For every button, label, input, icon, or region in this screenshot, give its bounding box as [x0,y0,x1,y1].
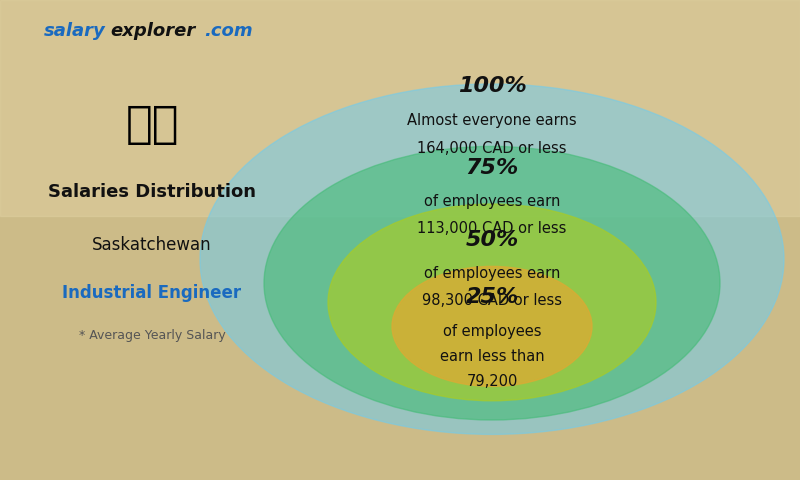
Circle shape [392,266,592,386]
Text: .com: .com [204,22,253,40]
Text: Industrial Engineer: Industrial Engineer [62,284,242,302]
Text: 100%: 100% [458,76,526,96]
Text: 🇨🇦: 🇨🇦 [126,103,178,146]
Text: 75%: 75% [466,157,518,178]
Text: 98,300 CAD or less: 98,300 CAD or less [422,293,562,308]
Text: 25%: 25% [466,287,518,307]
Text: of employees earn: of employees earn [424,194,560,209]
Bar [0,0,800,216]
Text: 113,000 CAD or less: 113,000 CAD or less [418,221,566,236]
Text: 164,000 CAD or less: 164,000 CAD or less [418,141,566,156]
Text: Almost everyone earns: Almost everyone earns [407,113,577,128]
Text: earn less than: earn less than [440,349,544,364]
Text: explorer: explorer [110,22,196,40]
Text: of employees earn: of employees earn [424,266,560,281]
Circle shape [200,84,784,434]
Text: 79,200: 79,200 [466,374,518,389]
Text: of employees: of employees [442,324,542,339]
Text: Saskatchewan: Saskatchewan [92,236,212,254]
Text: * Average Yearly Salary: * Average Yearly Salary [78,329,226,343]
Circle shape [328,204,656,401]
Text: Salaries Distribution: Salaries Distribution [48,183,256,201]
Circle shape [264,146,720,420]
Text: salary: salary [44,22,106,40]
Text: 50%: 50% [466,229,518,250]
